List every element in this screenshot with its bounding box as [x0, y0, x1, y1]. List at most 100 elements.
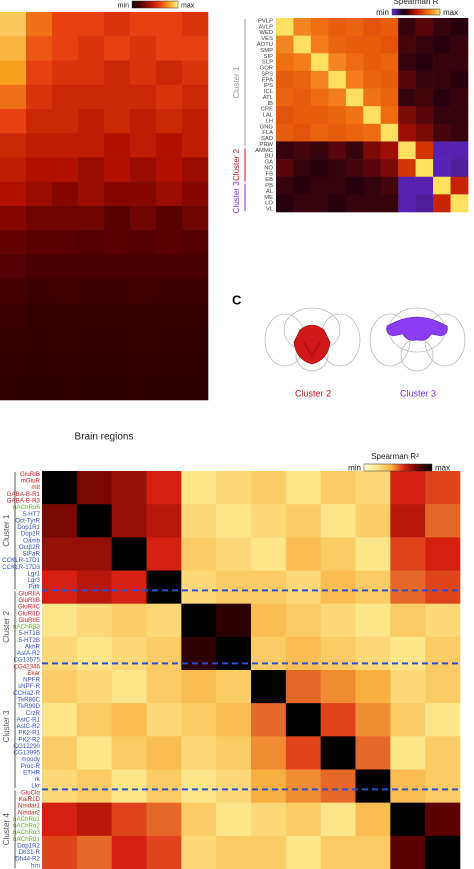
heatmap-cell — [251, 769, 287, 803]
heatmap-cell — [26, 230, 53, 255]
heatmap-cell — [216, 504, 252, 538]
heatmap-cell — [425, 703, 461, 737]
heatmap-cell — [111, 603, 147, 638]
cluster-label: Cluster 3 — [2, 710, 11, 743]
heatmap-cell — [26, 157, 53, 183]
heatmap-cell — [251, 802, 287, 837]
heatmap-cell — [26, 278, 53, 304]
heatmap-cell — [104, 157, 131, 183]
heatmap-cell — [450, 35, 469, 54]
heatmap-cell — [181, 471, 217, 505]
heatmap-cell — [104, 36, 131, 61]
heatmap-cell — [111, 471, 147, 505]
heatmap-cell — [380, 88, 399, 107]
heatmap-cell — [78, 351, 105, 377]
heatmap-cell — [425, 802, 461, 837]
heatmap-cell — [251, 504, 287, 538]
heatmap-cell — [111, 736, 147, 770]
heatmap-cell — [293, 18, 312, 36]
heatmap-cell — [251, 835, 287, 869]
heatmap-cell — [390, 670, 426, 704]
row-label: BU — [265, 154, 273, 160]
heatmap-cell — [104, 327, 131, 352]
cluster-2-regions — [293, 324, 331, 365]
row-label: LAL — [263, 113, 274, 119]
heatmap-cell — [130, 133, 157, 158]
heatmap-cell — [181, 537, 217, 571]
row-label: KaiR1D — [19, 796, 41, 803]
heatmap-cell — [42, 603, 78, 638]
heatmap-cell — [345, 123, 364, 142]
heatmap-cell — [251, 703, 287, 737]
heatmap-cell — [182, 157, 209, 183]
heatmap-cell — [156, 181, 183, 207]
heatmap-cell — [42, 537, 78, 571]
heatmap-cell — [310, 141, 329, 160]
heatmap-cell — [285, 736, 321, 770]
heatmap-cell — [398, 159, 416, 178]
heatmap-cell — [328, 70, 347, 89]
heatmap-cell — [156, 12, 183, 37]
heatmap-cell — [42, 835, 78, 869]
heatmap-cell — [328, 141, 347, 160]
heatmap-cell — [146, 670, 182, 704]
heatmap-cell — [78, 254, 105, 280]
heatmap-cell — [380, 159, 399, 178]
heatmap-cell — [0, 133, 27, 158]
heatmap-cell — [130, 12, 157, 37]
row-label: nAChRα3 — [13, 829, 41, 836]
heatmap-cell — [130, 36, 157, 61]
heatmap-cell — [320, 670, 356, 704]
heatmap-cell — [156, 109, 183, 134]
row-label: AstA-R2 — [17, 650, 41, 657]
heatmap-cell — [390, 636, 426, 671]
cluster-label: Cluster 3 — [232, 181, 241, 214]
heatmap-cell — [0, 254, 27, 280]
heatmap-cell — [104, 109, 131, 134]
heatmap-cell — [310, 88, 329, 107]
row-label: SPS — [261, 71, 273, 77]
heatmap-cell — [328, 88, 347, 107]
heatmap-cell — [216, 471, 252, 505]
row-label: sNPF-R — [18, 683, 41, 690]
heatmap-cell — [310, 194, 329, 213]
heatmap-cell — [76, 636, 112, 671]
heatmap-cell — [251, 570, 287, 604]
heatmap-cell — [390, 703, 426, 737]
heatmap-cell — [182, 303, 209, 328]
heatmap-cell — [293, 176, 312, 195]
heatmap-cell — [156, 278, 183, 304]
heatmap-cell — [182, 133, 209, 158]
heatmap-cell — [0, 109, 27, 134]
heatmap-cell — [26, 327, 53, 352]
row-label: Oct-TyrR — [15, 517, 40, 524]
heatmap-cell — [390, 835, 426, 869]
heatmap-cell — [276, 18, 294, 36]
heatmap-cell — [310, 70, 329, 89]
heatmap-cell — [450, 53, 469, 72]
row-label: VES — [261, 36, 273, 42]
heatmap-cell — [26, 206, 53, 231]
heatmap-cell — [363, 123, 382, 142]
heatmap-cell — [182, 327, 209, 352]
heatmap-cell — [251, 636, 287, 671]
row-label: NPFR — [23, 677, 40, 684]
heatmap-cell — [182, 206, 209, 231]
row-label: Dop2R — [21, 531, 41, 538]
heatmap-cell — [52, 230, 79, 255]
row-label: 5-HT2B — [19, 637, 40, 644]
row-label: Dh44-R2 — [15, 856, 40, 863]
heatmap-cell — [293, 123, 312, 142]
heatmap-cell — [78, 230, 105, 255]
heatmap-cell — [380, 194, 399, 213]
heatmap-cell — [78, 12, 105, 37]
heatmap-cell — [345, 106, 364, 125]
heatmap-cell — [182, 109, 209, 134]
heatmap-cell — [433, 141, 451, 160]
heatmap-cell — [181, 703, 217, 737]
heatmap-cell — [130, 230, 157, 255]
heatmap-cell — [26, 12, 53, 37]
row-label: SLP — [262, 60, 273, 66]
heatmap-cell — [216, 570, 252, 604]
heatmap-cell — [0, 351, 27, 377]
